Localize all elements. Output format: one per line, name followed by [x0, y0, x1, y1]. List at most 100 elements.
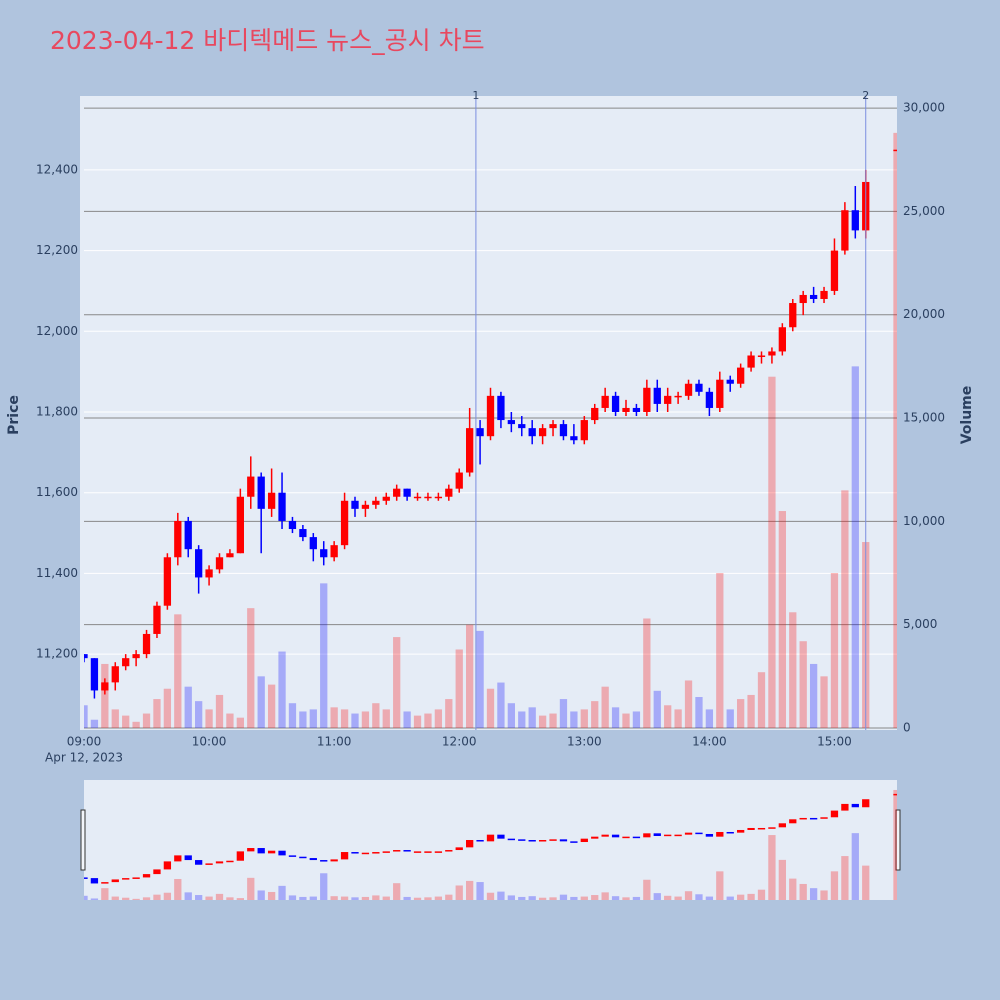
- y-tick-label: 11,400: [36, 566, 78, 580]
- candle-body: [299, 529, 307, 538]
- volume-bar: [528, 707, 536, 728]
- volume-bar: [476, 630, 484, 728]
- slider-volume-bar: [111, 896, 119, 900]
- slider-candle: [226, 860, 234, 863]
- slider-candle: [611, 834, 620, 838]
- slider-volume-bar: [851, 833, 859, 900]
- slider-volume-bar: [820, 890, 828, 900]
- slider-volume-bar: [236, 898, 244, 900]
- candle-body: [830, 250, 839, 291]
- slider-candle: [466, 840, 474, 848]
- slider-candle: [122, 878, 130, 880]
- slider-candle: [413, 851, 422, 853]
- volume-bar: [778, 511, 786, 728]
- slider-candle: [601, 834, 609, 837]
- y2-tick-label: 30,000: [903, 101, 945, 115]
- candle-body: [393, 488, 401, 497]
- volume-bar: [893, 132, 897, 729]
- slider-volume-bar: [372, 895, 380, 900]
- candle-body: [778, 327, 786, 352]
- candle-body: [893, 149, 897, 152]
- slider-volume-bar: [653, 893, 661, 900]
- slider-volume-bar: [424, 897, 432, 900]
- slider-volume-bar: [393, 883, 401, 900]
- x-tick-label: 14:00: [692, 735, 727, 749]
- candle-body: [809, 294, 818, 299]
- slider-candle: [841, 803, 849, 811]
- slider-handle[interactable]: [895, 809, 901, 871]
- volume-bar: [841, 490, 849, 728]
- slider-volume-bar: [674, 896, 682, 900]
- volume-bar: [684, 680, 693, 728]
- slider-handle[interactable]: [80, 809, 86, 871]
- candle-body: [466, 428, 474, 473]
- slider-candle: [278, 850, 286, 856]
- slider-candle: [403, 850, 411, 852]
- candle-body: [841, 210, 849, 251]
- volume-bar: [705, 709, 714, 728]
- slider-candle: [632, 836, 641, 839]
- y2-tick-label: 10,000: [903, 514, 945, 528]
- candle-body: [611, 395, 620, 412]
- x-tick-label: 12:00: [442, 735, 477, 749]
- volume-bar: [122, 715, 130, 728]
- slider-candle: [507, 838, 515, 841]
- candle-body: [622, 407, 630, 412]
- slider-candle: [101, 882, 109, 884]
- candle-body: [413, 496, 422, 499]
- slider-candle: [393, 850, 401, 852]
- slider-volume-bar: [257, 890, 265, 900]
- slider-candle: [330, 859, 338, 862]
- volume-bar: [101, 663, 109, 728]
- candle-body: [445, 488, 453, 497]
- slider-candle: [205, 863, 213, 865]
- volume-bar: [424, 713, 432, 728]
- volume-bar: [195, 701, 203, 728]
- slider-volume-bar: [330, 896, 338, 900]
- candle-body: [789, 303, 797, 328]
- slider-volume-bar: [528, 896, 536, 900]
- slider-volume-bar: [497, 891, 505, 900]
- slider-volume-bar: [445, 894, 453, 900]
- volume-bar: [403, 711, 411, 728]
- slider-candle: [215, 861, 224, 864]
- volume-bar: [549, 713, 557, 728]
- slider-volume-bar: [413, 897, 422, 900]
- candle-body: [215, 557, 224, 570]
- volume-bar: [413, 715, 422, 728]
- slider-candle: [726, 831, 734, 834]
- slider-volume-bar: [476, 882, 484, 900]
- slider-candle: [340, 852, 349, 860]
- volume-bar: [372, 703, 380, 728]
- slider-volume-bar: [351, 897, 359, 900]
- candle-body: [122, 658, 130, 667]
- volume-bar: [267, 684, 276, 728]
- volume-bar: [809, 663, 818, 728]
- event-label: 1: [472, 89, 479, 102]
- candle-body: [195, 549, 203, 578]
- candle-body: [320, 549, 328, 558]
- slider-candle: [549, 839, 557, 841]
- slider-volume-bar: [382, 896, 390, 900]
- slider-candle: [799, 817, 807, 820]
- slider-candle: [643, 833, 651, 838]
- slider-volume-bar: [747, 893, 755, 900]
- slider-candle: [486, 834, 495, 842]
- candle-body: [163, 557, 172, 606]
- slider-volume-bar: [570, 896, 578, 900]
- y2-tick-label: 20,000: [903, 307, 945, 321]
- y-tick-label: 11,600: [36, 485, 78, 499]
- slider-volume-bar: [90, 898, 99, 900]
- candle-body: [674, 395, 682, 398]
- chart-title: 2023-04-12 바디텍메드 뉴스_공시 차트: [50, 26, 485, 55]
- x-date-label: Apr 12, 2023: [45, 751, 123, 765]
- slider-candle: [518, 839, 526, 841]
- y-tick-label: 12,400: [36, 162, 78, 176]
- candle-body: [267, 492, 276, 509]
- slider-volume-bar: [538, 897, 547, 900]
- slider-volume-bar: [205, 896, 213, 900]
- y2-tick-label: 25,000: [903, 204, 945, 218]
- volume-bar: [361, 711, 370, 728]
- candle-body: [559, 424, 568, 437]
